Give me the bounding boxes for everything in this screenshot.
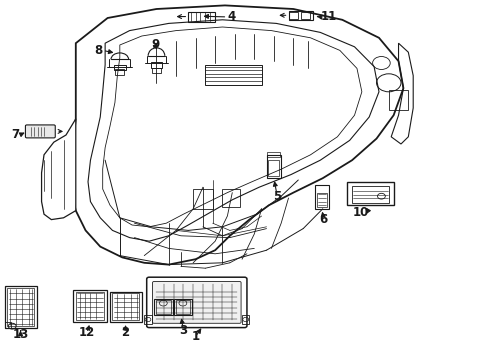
Text: 9: 9 [151,38,159,51]
Text: 11: 11 [320,10,336,23]
Bar [205,65,261,85]
Bar [288,11,312,20]
Text: 6: 6 [319,213,327,226]
Bar [351,186,388,203]
Bar [152,68,161,73]
Bar [112,293,139,320]
Bar [388,90,407,110]
Bar [267,152,280,157]
Bar [150,62,162,68]
Bar [289,12,298,19]
Bar [5,286,37,328]
Bar [315,185,328,209]
Bar [266,155,281,178]
Bar [346,182,393,205]
FancyBboxPatch shape [152,282,241,323]
Bar [268,160,279,176]
Bar [222,189,239,207]
Bar [156,300,170,314]
FancyBboxPatch shape [146,277,246,328]
Bar [115,69,124,75]
Bar [7,288,34,326]
Bar [317,193,326,207]
Bar [193,189,212,209]
Text: 8: 8 [94,44,102,57]
Bar [175,300,190,314]
Text: 13: 13 [12,328,29,341]
Polygon shape [41,119,76,220]
Bar [110,292,142,322]
Text: 12: 12 [78,327,95,339]
Text: 5: 5 [273,190,281,203]
Text: 4: 4 [227,10,235,23]
Text: 7: 7 [11,129,20,141]
Bar [154,299,172,315]
Bar [173,299,192,315]
Bar [73,290,106,322]
Polygon shape [71,5,403,265]
Bar [5,322,11,328]
Text: 2: 2 [121,327,128,339]
Text: 10: 10 [352,206,368,219]
Bar [188,12,215,22]
Bar [301,12,309,19]
Text: 1: 1 [191,330,199,343]
Bar [114,65,125,70]
Bar [242,315,249,324]
FancyBboxPatch shape [25,125,55,138]
Bar [76,292,104,320]
Bar [144,315,151,324]
Text: 3: 3 [179,324,187,337]
